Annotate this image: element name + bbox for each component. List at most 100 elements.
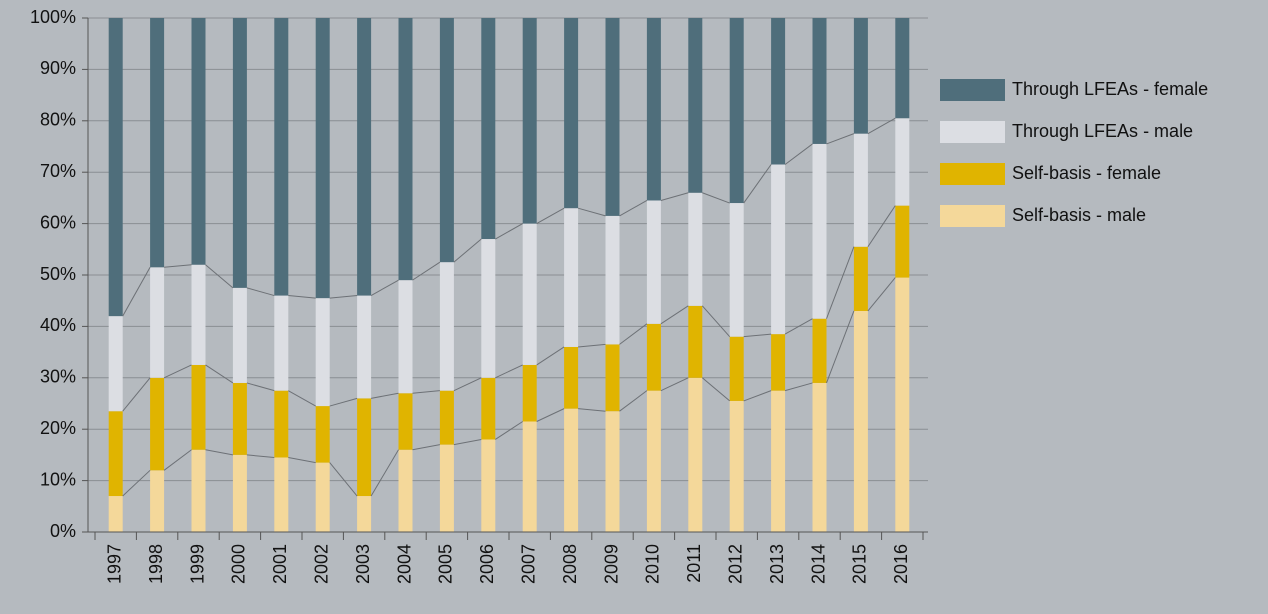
bar-segment [150, 377, 165, 471]
bar-segment [232, 382, 247, 455]
bar-segment [191, 364, 206, 450]
x-tick-label: 2009 [601, 544, 621, 584]
legend-label: Through LFEAs - female [1012, 79, 1208, 99]
bar-segment [688, 192, 703, 306]
connector-line [246, 287, 275, 297]
bar-segment [853, 246, 868, 311]
connector-line [578, 408, 606, 412]
bar-segment [150, 267, 165, 378]
x-tick-label: 2005 [436, 544, 456, 584]
bar-segment [108, 316, 123, 412]
x-tick-label: 2007 [518, 544, 538, 584]
connector-line [743, 333, 772, 338]
bar-segment [688, 305, 703, 378]
bar-segment [439, 18, 454, 263]
bar-segment [481, 377, 496, 440]
connector-line [702, 192, 730, 204]
bar-segment [812, 318, 827, 383]
connector-line [826, 133, 855, 145]
y-tick-label: 80% [40, 110, 76, 130]
bar-segment [274, 390, 289, 458]
connector-line [701, 305, 731, 338]
x-tick-label: 2016 [891, 544, 911, 584]
connector-line [867, 277, 896, 312]
y-tick-label: 70% [40, 161, 76, 181]
connector-line [122, 469, 151, 497]
connector-line [246, 382, 275, 392]
connector-line [164, 264, 192, 268]
bar-segment [232, 287, 247, 383]
bar-segment [605, 18, 620, 216]
connector-line [495, 421, 523, 440]
bar-segment [605, 215, 620, 345]
y-tick-label: 90% [40, 58, 76, 78]
bar-segment [522, 364, 537, 422]
connector-line [536, 346, 565, 366]
x-tick-label: 2014 [808, 544, 828, 584]
legend-label: Self-basis - male [1012, 205, 1146, 225]
x-tick-label: 2000 [229, 544, 249, 584]
connector-line [412, 390, 440, 394]
connector-line [205, 449, 233, 456]
connector-line [826, 246, 855, 319]
bar-segment [315, 298, 330, 407]
connector-line [577, 207, 606, 217]
y-tick-label: 100% [30, 7, 76, 27]
bar-segment [315, 18, 330, 299]
bar-segment [895, 277, 910, 532]
bar-segment [771, 18, 786, 165]
bar-segment [108, 18, 123, 317]
bar-segment [729, 336, 744, 401]
connector-line [743, 390, 772, 402]
connector-line [660, 305, 689, 325]
bar-segment [646, 200, 661, 324]
bar-segment [191, 264, 206, 365]
connector-line [619, 390, 648, 412]
x-tick-label: 2013 [767, 544, 787, 584]
bar-segment [895, 118, 910, 206]
legend-swatch [940, 205, 1005, 227]
bar-segment [357, 398, 372, 497]
connector-line [288, 456, 316, 464]
x-tick-label: 1999 [187, 544, 207, 584]
y-tick-label: 50% [40, 264, 76, 284]
legend-swatch [940, 121, 1005, 143]
connector-line [370, 279, 399, 296]
connector-line [205, 264, 234, 289]
connector-line [784, 318, 813, 335]
connector-line [453, 438, 482, 446]
y-tick-label: 60% [40, 212, 76, 232]
bar-segment [771, 390, 786, 532]
connector-line [536, 207, 565, 225]
x-tick-label: 1998 [146, 544, 166, 584]
connector-line [619, 200, 648, 217]
x-tick-label: 2012 [725, 544, 745, 584]
bar-segment [564, 208, 579, 347]
bar-segment [398, 393, 413, 450]
connector-line [329, 462, 358, 497]
connector-line [205, 364, 234, 384]
connector-line [453, 238, 482, 263]
bar-segment [564, 18, 579, 209]
y-tick-label: 10% [40, 469, 76, 489]
y-tick-label: 40% [40, 315, 76, 335]
bar-segment [357, 18, 372, 296]
bar-segment [812, 143, 827, 319]
connector-line [122, 377, 151, 412]
bar-segment [191, 18, 206, 265]
bar-segment [646, 18, 661, 201]
connector-line [288, 295, 316, 299]
bar-segment [646, 323, 661, 391]
bar-segment [522, 223, 537, 365]
bar-segment [150, 18, 165, 268]
legend-label: Self-basis - female [1012, 163, 1161, 183]
bar-segment [646, 390, 661, 532]
connector-line [743, 164, 772, 204]
x-tick-label: 2002 [311, 544, 331, 584]
connector-line [867, 205, 896, 248]
connector-line [495, 364, 523, 379]
connector-line [578, 343, 606, 348]
x-tick-label: 2004 [394, 544, 414, 584]
connector-line [329, 397, 358, 407]
